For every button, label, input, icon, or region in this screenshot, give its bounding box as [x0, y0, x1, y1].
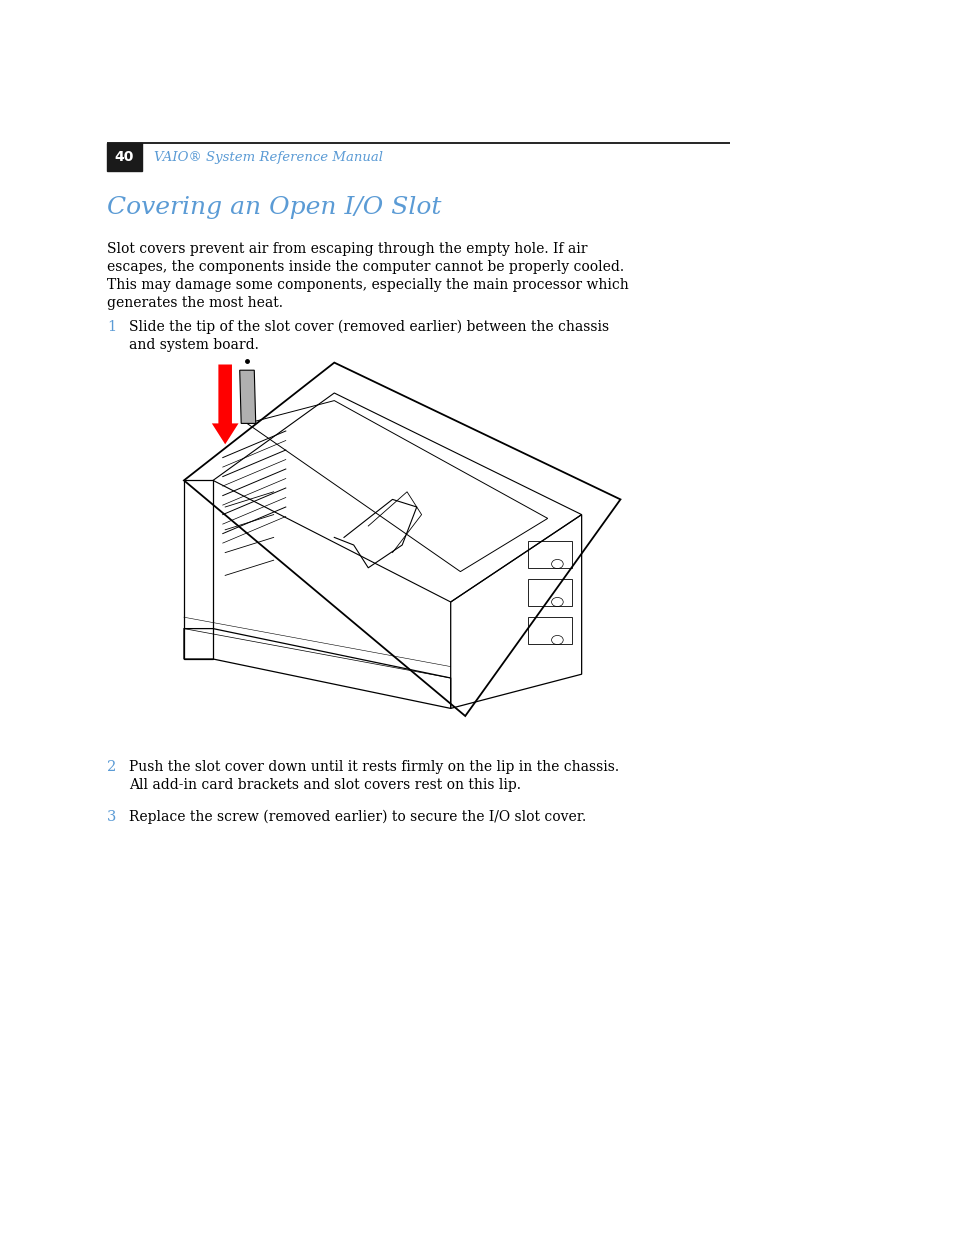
- Text: Replace the screw (removed earlier) to secure the I/O slot cover.: Replace the screw (removed earlier) to s…: [129, 810, 586, 825]
- Bar: [528, 618, 572, 643]
- Text: 40: 40: [114, 149, 134, 164]
- Text: generates the most heat.: generates the most heat.: [107, 296, 283, 310]
- FancyArrow shape: [212, 364, 238, 445]
- Bar: [528, 579, 572, 606]
- Text: 3: 3: [107, 810, 116, 824]
- Text: and system board.: and system board.: [129, 338, 258, 352]
- Text: Covering an Open I/O Slot: Covering an Open I/O Slot: [107, 196, 441, 219]
- Text: All add-in card brackets and slot covers rest on this lip.: All add-in card brackets and slot covers…: [129, 778, 520, 792]
- Text: VAIO® System Reference Manual: VAIO® System Reference Manual: [153, 151, 382, 163]
- Text: 1: 1: [107, 320, 116, 333]
- Bar: [528, 541, 572, 568]
- Text: escapes, the components inside the computer cannot be properly cooled.: escapes, the components inside the compu…: [107, 261, 623, 274]
- Text: Slide the tip of the slot cover (removed earlier) between the chassis: Slide the tip of the slot cover (removed…: [129, 320, 608, 335]
- Bar: [107, 143, 142, 170]
- Polygon shape: [239, 370, 255, 424]
- Text: 2: 2: [107, 760, 116, 774]
- Text: Push the slot cover down until it rests firmly on the lip in the chassis.: Push the slot cover down until it rests …: [129, 760, 618, 774]
- Text: Slot covers prevent air from escaping through the empty hole. If air: Slot covers prevent air from escaping th…: [107, 242, 587, 256]
- Text: This may damage some components, especially the main processor which: This may damage some components, especia…: [107, 278, 628, 291]
